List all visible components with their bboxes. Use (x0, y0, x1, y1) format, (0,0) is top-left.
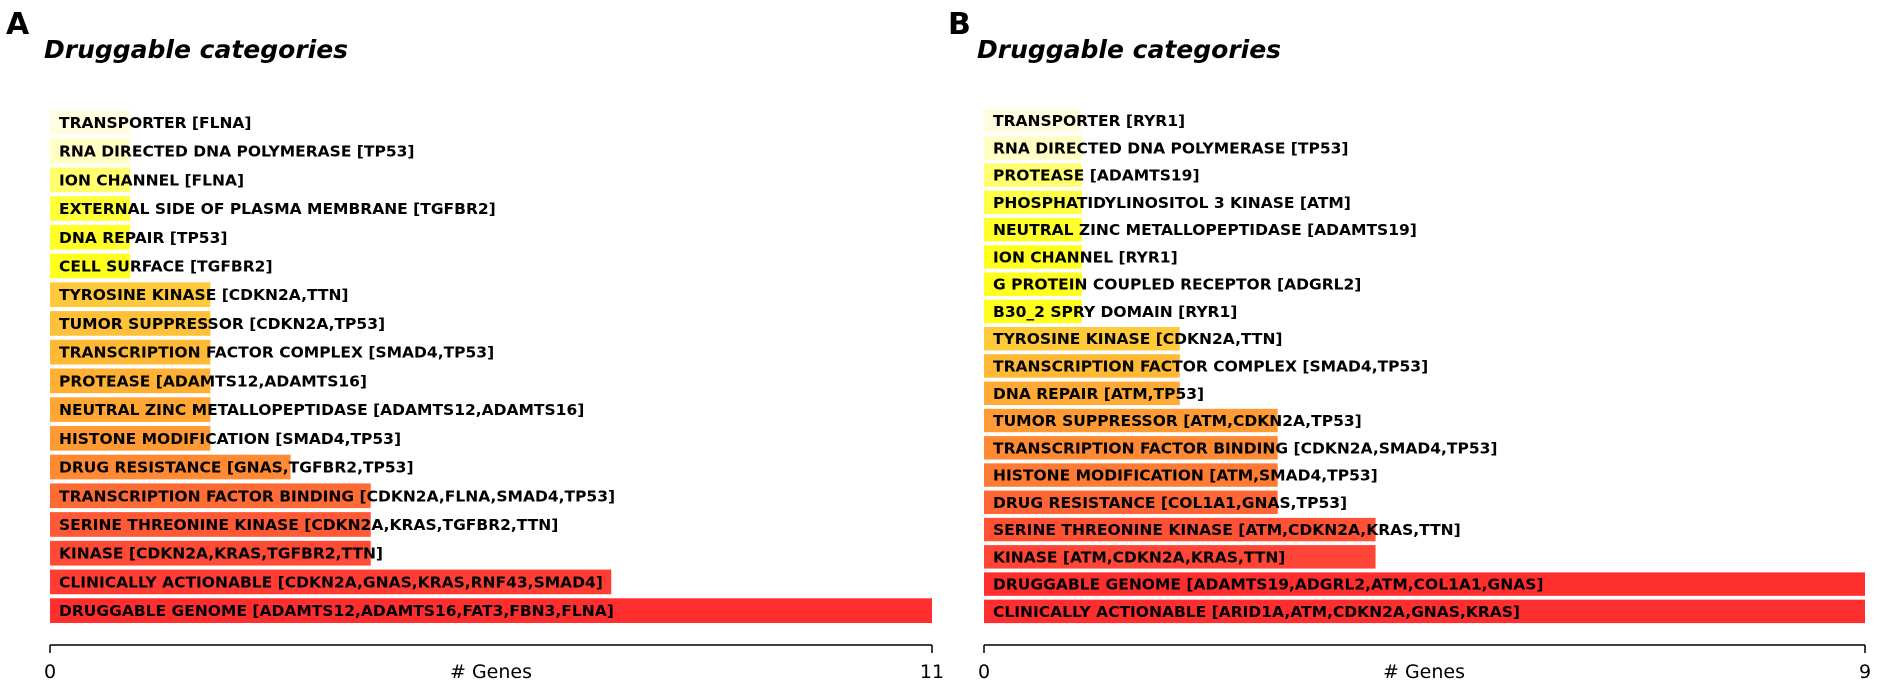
panel-a-bar-label-17: DRUGGABLE GENOME [ADAMTS12,ADAMTS16,FAT3… (59, 602, 614, 620)
panel-b-bar-14 (984, 490, 1278, 515)
panel-b-bar-3 (984, 190, 1082, 215)
panel-b-tick-label-max: 9 (1859, 661, 1871, 683)
panel-b-x-axis-label: # Genes (1383, 661, 1465, 683)
panel-b-bar-label-18: CLINICALLY ACTIONABLE [ARID1A,ATM,CDKN2A… (993, 603, 1520, 621)
panel-a-bar-3 (50, 196, 131, 221)
panel-a-title: Druggable categories (44, 35, 348, 64)
panel-a-bar-label-7: TUMOR SUPPRESSOR [CDKN2A,TP53] (59, 315, 385, 333)
panel-a-bar-label-5: CELL SURFACE [TGFBR2] (59, 257, 273, 275)
panel-b-bar-17 (984, 572, 1865, 596)
panel-a-bar-9 (50, 368, 211, 394)
panel-b-bar-label-17: DRUGGABLE GENOME [ADAMTS19,ADGRL2,ATM,CO… (993, 576, 1544, 594)
panel-b-bar-label-2: PROTEASE [ADAMTS19] (993, 167, 1200, 185)
panel-a-bar-label-8: TRANSCRIPTION FACTOR COMPLEX [SMAD4,TP53… (59, 344, 494, 362)
panel-b-bar-18 (984, 599, 1865, 624)
panel-b-bar-label-7: B30_2 SPRY DOMAIN [RYR1] (993, 303, 1237, 321)
panel-b-bar-16 (984, 545, 1376, 569)
panel-a-tick-label-max: 11 (920, 661, 944, 683)
panel-b-bar-6 (984, 272, 1082, 296)
panel-b-bar-8 (984, 327, 1180, 351)
panel-b-bar-label-0: TRANSPORTER [RYR1] (993, 112, 1185, 130)
panel-b-bar-12 (984, 436, 1278, 460)
panel-b-bar-13 (984, 463, 1278, 487)
panel-a-bar-14 (50, 512, 371, 537)
panel-a-bar-label-11: HISTONE MODIFICATION [SMAD4,TP53] (59, 430, 401, 448)
panel-b-bar-label-10: DNA REPAIR [ATM,TP53] (993, 385, 1204, 403)
panel-a-letter: A (6, 7, 30, 42)
panel-a-bar-label-0: TRANSPORTER [FLNA] (59, 114, 252, 132)
panel-b-bar-15 (984, 517, 1376, 542)
panel-b-bar-label-13: HISTONE MODIFICATION [ATM,SMAD4,TP53] (993, 467, 1378, 485)
panel-b-bar-label-3: PHOSPHATIDYLINOSITOL 3 KINASE [ATM] (993, 194, 1351, 212)
panel-a-bar-label-1: RNA DIRECTED DNA POLYMERASE [TP53] (59, 143, 414, 161)
panel-b-bar-label-15: SERINE THREONINE KINASE [ATM,CDKN2A,KRAS… (993, 521, 1461, 539)
panel-b-bars: TRANSPORTER [RYR1] RNA DIRECTED DNA POLYM… (984, 108, 1865, 624)
panel-a-bar-label-14: SERINE THREONINE KINASE [CDKN2A,KRAS,TGF… (59, 516, 558, 534)
panel-a-bar-11 (50, 425, 211, 451)
panel-a-bar-2 (50, 167, 131, 193)
panel-b-bar-label-4: NEUTRAL ZINC METALLOPEPTIDASE [ADAMTS19] (993, 221, 1417, 239)
panel-b-bar-label-5: ION CHANNEL [RYR1] (993, 248, 1178, 266)
panel-a-bar-label-16: CLINICALLY ACTIONABLE [CDKN2A,GNAS,KRAS,… (59, 573, 603, 591)
panel-b-bar-9 (984, 354, 1180, 378)
panel-a-bar-label-10: NEUTRAL ZINC METALLOPEPTIDASE [ADAMTS12,… (59, 401, 584, 419)
panel-a-bar-10 (50, 397, 211, 422)
panel-b-bar-1 (984, 136, 1082, 160)
panel-b-bar-label-6: G PROTEIN COUPLED RECEPTOR [ADGRL2] (993, 276, 1361, 294)
panel-b-bar-label-12: TRANSCRIPTION FACTOR BINDING [CDKN2A,SMA… (993, 439, 1497, 457)
panel-a-bar-15 (50, 540, 371, 566)
panel-b-bar-label-14: DRUG RESISTANCE [COL1A1,GNAS,TP53] (993, 494, 1347, 512)
panel-b-x-axis: 0 9 # Genes (978, 644, 1871, 683)
panel-a-bar-label-6: TYROSINE KINASE [CDKN2A,TTN] (59, 286, 349, 304)
panel-b-title: Druggable categories (977, 35, 1281, 64)
panel-b-bar-0 (984, 108, 1082, 133)
panel-a-bar-13 (50, 483, 371, 509)
panel-a-bar-4 (50, 224, 131, 250)
panel-a-bar-label-9: PROTEASE [ADAMTS12,ADAMTS16] (59, 372, 367, 390)
panel-a-bar-label-2: ION CHANNEL [FLNA] (59, 171, 244, 189)
panel-b-bar-11 (984, 408, 1278, 433)
panel-b-bar-label-9: TRANSCRIPTION FACTOR COMPLEX [SMAD4,TP53… (993, 358, 1428, 376)
panel-b-bar-label-16: KINASE [ATM,CDKN2A,KRAS,TTN] (993, 548, 1285, 566)
panel-a-bars: TRANSPORTER [FLNA] RNA DIRECTED DNA POLYM… (50, 110, 932, 623)
panel-b-bar-2 (984, 163, 1082, 187)
panel-b-bar-label-11: TUMOR SUPPRESSOR [ATM,CDKN2A,TP53] (993, 412, 1362, 430)
panel-a-bar-label-12: DRUG RESISTANCE [GNAS,TGFBR2,TP53] (59, 459, 414, 477)
panel-b-bar-4 (984, 217, 1082, 242)
panel-a-bar-16 (50, 569, 612, 595)
panel-a-bar-0 (50, 110, 131, 135)
panel-b-letter: B (948, 7, 971, 42)
panel-a-bar-6 (50, 282, 211, 308)
panel-a-bar-8 (50, 339, 211, 365)
panel-b-bar-label-8: TYROSINE KINASE [CDKN2A,TTN] (993, 330, 1283, 348)
panel-a-bar-label-4: DNA REPAIR [TP53] (59, 229, 227, 247)
panel-b-bar-7 (984, 299, 1082, 324)
panel-a-bar-label-13: TRANSCRIPTION FACTOR BINDING [CDKN2A,FLN… (59, 487, 615, 505)
panel-b-tick-label-min: 0 (978, 661, 990, 683)
panel-a-tick-label-min: 0 (44, 661, 56, 683)
panel-a-bar-label-3: EXTERNAL SIDE OF PLASMA MEMBRANE [TGFBR2… (59, 200, 496, 218)
panel-b-bar-label-1: RNA DIRECTED DNA POLYMERASE [TP53] (993, 139, 1348, 157)
panel-a-bar-7 (50, 311, 211, 336)
panel-a-bar-5 (50, 253, 131, 279)
panel-a-x-axis: 0 11 # Genes (44, 644, 944, 683)
panel-a-bar-1 (50, 138, 131, 164)
panel-b-bar-10 (984, 381, 1180, 405)
panel-b-bar-5 (984, 245, 1082, 269)
panel-a-x-axis-label: # Genes (450, 661, 532, 683)
panel-a-bar-17 (50, 598, 932, 623)
panel-a-bar-label-15: KINASE [CDKN2A,KRAS,TGFBR2,TTN] (59, 545, 383, 563)
panel-a-bar-12 (50, 454, 291, 480)
